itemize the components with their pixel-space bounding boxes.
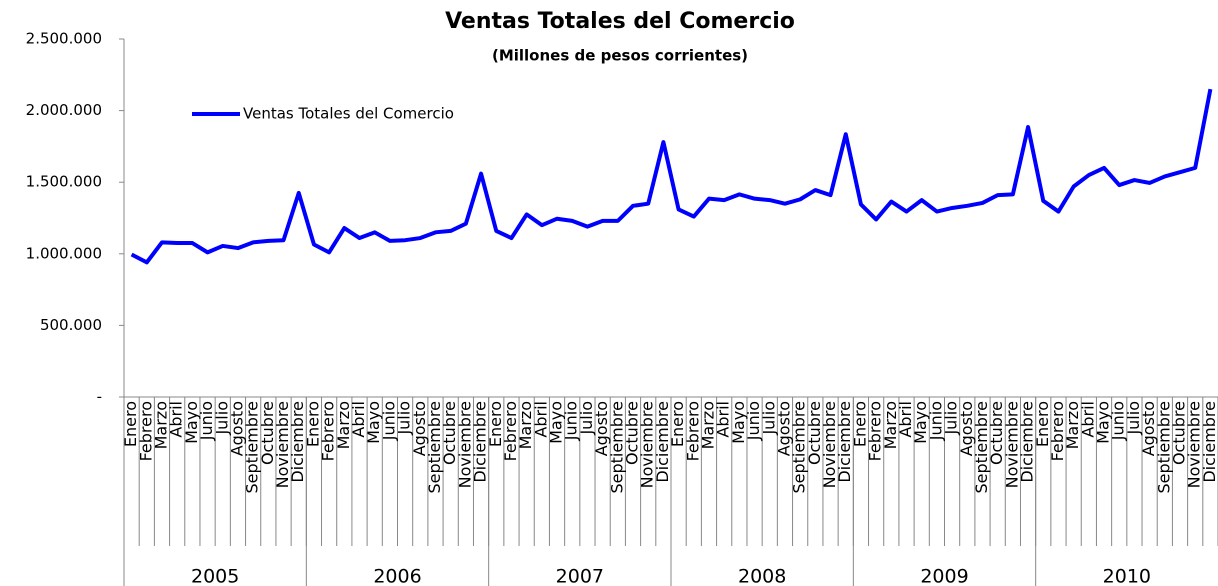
x-tick-label: Noviembre bbox=[455, 401, 474, 488]
x-tick-label: Mayo bbox=[911, 401, 930, 444]
x-tick-label: Agosto bbox=[774, 401, 793, 456]
x-tick-label: Julio bbox=[212, 401, 231, 436]
x-tick-label: Diciembre bbox=[1018, 401, 1037, 483]
x-tick-label: Julio bbox=[395, 401, 414, 436]
y-tick-label: 2.500.000 bbox=[26, 30, 102, 48]
x-tick-label: Enero bbox=[668, 401, 687, 447]
x-tick-label: Agosto bbox=[1139, 401, 1158, 456]
x-tick-label: Marzo bbox=[516, 401, 535, 449]
x-tick-label: Enero bbox=[486, 401, 505, 447]
x-tick-label: Febrero bbox=[501, 401, 520, 461]
x-tick-label: Octubre bbox=[987, 401, 1006, 465]
x-tick-label: Octubre bbox=[623, 401, 642, 465]
x-tick-label: Agosto bbox=[592, 401, 611, 456]
x-tick-label: Diciembre bbox=[653, 401, 672, 483]
y-tick-label: 2.000.000 bbox=[26, 101, 102, 119]
x-tick-label: Mayo bbox=[364, 401, 383, 444]
x-tick-label: Febrero bbox=[319, 401, 338, 461]
x-tick-label: Octubre bbox=[1170, 401, 1189, 465]
x-tick-label: Mayo bbox=[547, 401, 566, 444]
x-tick-label: Junio bbox=[379, 401, 398, 441]
x-tick-label: Septiembre bbox=[1154, 401, 1173, 494]
x-tick-label: Junio bbox=[562, 401, 581, 441]
x-tick-label: Enero bbox=[1033, 401, 1052, 447]
x-tick-label: Abril bbox=[896, 401, 915, 438]
x-tick-label: Febrero bbox=[866, 401, 885, 461]
x-tick-label: Julio bbox=[1124, 401, 1143, 436]
x-tick-label: Diciembre bbox=[288, 401, 307, 483]
x-tick-label: Abril bbox=[714, 401, 733, 438]
x-tick-label: Julio bbox=[577, 401, 596, 436]
x-tick-label: Diciembre bbox=[1200, 401, 1218, 483]
x-tick-label: Septiembre bbox=[790, 401, 809, 494]
x-tick-label: Noviembre bbox=[273, 401, 292, 488]
x-tick-label: Abril bbox=[167, 401, 186, 438]
x-tick-label: Agosto bbox=[957, 401, 976, 456]
x-tick-label: Noviembre bbox=[638, 401, 657, 488]
x-tick-label: Junio bbox=[1109, 401, 1128, 441]
x-tick-label: Abril bbox=[1078, 401, 1097, 438]
legend-label: Ventas Totales del Comercio bbox=[243, 105, 454, 123]
x-tick-label: Marzo bbox=[698, 401, 717, 449]
x-tick-label: Septiembre bbox=[607, 401, 626, 494]
x-tick-label: Octubre bbox=[258, 401, 277, 465]
x-tick-label: Mayo bbox=[182, 401, 201, 444]
x-tick-label: Febrero bbox=[1048, 401, 1067, 461]
x-tick-label: Junio bbox=[744, 401, 763, 441]
x-tick-label: Enero bbox=[850, 401, 869, 447]
x-tick-label: Septiembre bbox=[425, 401, 444, 494]
x-tick-label: Febrero bbox=[136, 401, 155, 461]
x-tick-label: Febrero bbox=[683, 401, 702, 461]
x-tick-label: Septiembre bbox=[972, 401, 991, 494]
x-tick-label: Diciembre bbox=[471, 401, 490, 483]
y-tick-label: 1.500.000 bbox=[26, 173, 102, 191]
y-tick-label: - bbox=[97, 388, 102, 406]
group-label: 2010 bbox=[1103, 566, 1151, 586]
x-tick-label: Octubre bbox=[805, 401, 824, 465]
x-tick-label: Agosto bbox=[227, 401, 246, 456]
x-tick-label: Enero bbox=[121, 401, 140, 447]
x-tick-label: Noviembre bbox=[1185, 401, 1204, 488]
y-tick-label: 1.000.000 bbox=[26, 244, 102, 262]
group-label: 2009 bbox=[920, 566, 968, 586]
x-tick-label: Mayo bbox=[729, 401, 748, 444]
x-tick-label: Marzo bbox=[334, 401, 353, 449]
x-tick-label: Marzo bbox=[151, 401, 170, 449]
chart-title: Ventas Totales del Comercio bbox=[445, 9, 795, 34]
group-label: 2008 bbox=[738, 566, 786, 586]
x-tick-label: Julio bbox=[942, 401, 961, 436]
chart-subtitle: (Millones de pesos corrientes) bbox=[492, 47, 748, 65]
group-label: 2005 bbox=[191, 566, 239, 586]
x-tick-label: Junio bbox=[926, 401, 945, 441]
x-tick-label: Agosto bbox=[410, 401, 429, 456]
group-label: 2006 bbox=[373, 566, 421, 586]
series-line bbox=[130, 88, 1213, 265]
x-tick-label: Diciembre bbox=[835, 401, 854, 483]
x-tick-label: Marzo bbox=[1063, 401, 1082, 449]
y-tick-label: 500.000 bbox=[40, 316, 102, 334]
x-tick-label: Marzo bbox=[881, 401, 900, 449]
x-tick-label: Abril bbox=[531, 401, 550, 438]
x-tick-label: Noviembre bbox=[820, 401, 839, 488]
x-tick-label: Enero bbox=[303, 401, 322, 447]
x-tick-label: Mayo bbox=[1094, 401, 1113, 444]
x-tick-label: Junio bbox=[197, 401, 216, 441]
x-tick-label: Julio bbox=[759, 401, 778, 436]
x-tick-label: Octubre bbox=[440, 401, 459, 465]
group-label: 2007 bbox=[556, 566, 604, 586]
x-tick-label: Septiembre bbox=[243, 401, 262, 494]
x-tick-label: Abril bbox=[349, 401, 368, 438]
x-tick-label: Noviembre bbox=[1002, 401, 1021, 488]
